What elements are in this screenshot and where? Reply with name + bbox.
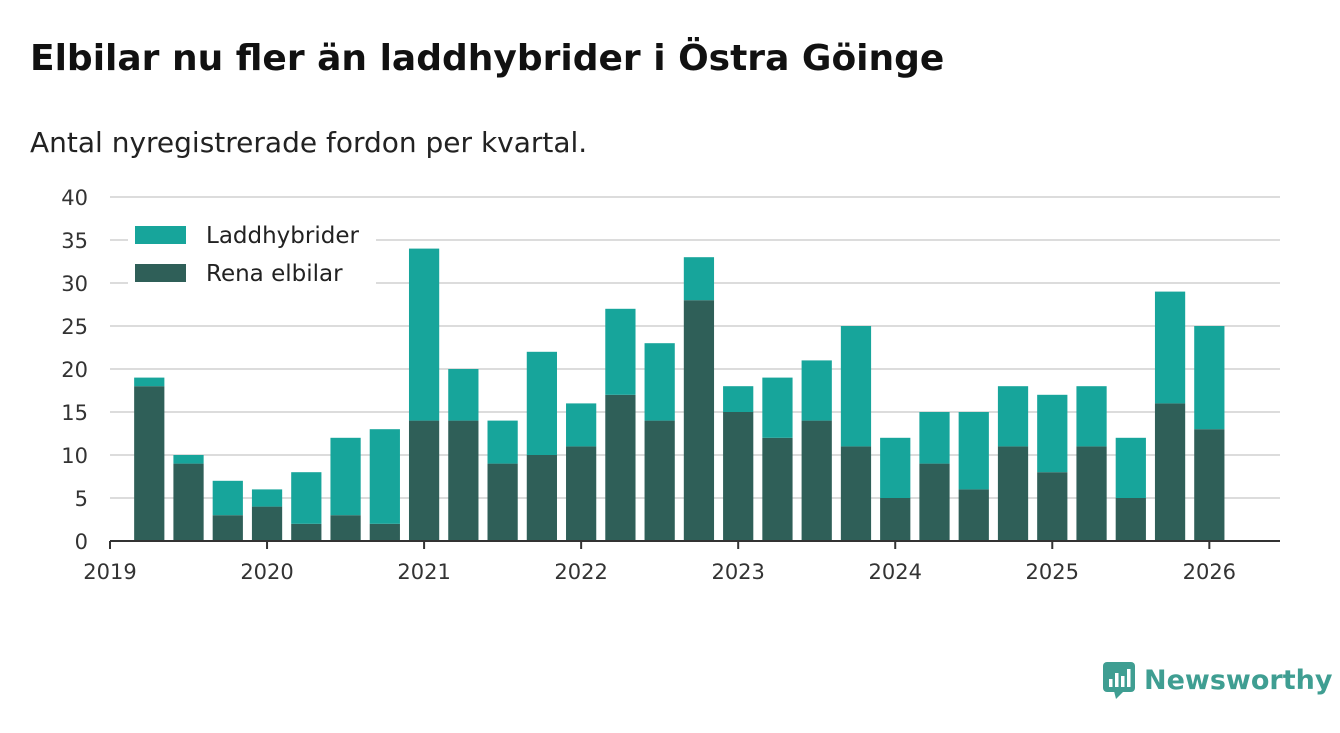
- bar-laddhybrider-2022-Q4: [683, 257, 715, 301]
- bar-rena-elbilar-2020-Q3: [330, 515, 361, 541]
- newsworthy-brand: Newsworthy: [1102, 660, 1332, 700]
- bar-laddhybrider-2019-Q3: [173, 455, 204, 464]
- bar-rena-elbilar-2022-Q4: [683, 300, 715, 541]
- y-tick-label-20: 20: [61, 358, 88, 382]
- y-tick-label-5: 5: [75, 487, 88, 511]
- bar-rena-elbilar-2025-Q3: [1115, 498, 1146, 541]
- bar-laddhybrider-2025-Q4: [1154, 291, 1186, 404]
- bar-laddhybrider-2024-Q1: [880, 437, 911, 498]
- bar-rena-elbilar-2021-Q1: [408, 420, 440, 541]
- bar-laddhybrider-2021-Q3: [487, 420, 518, 464]
- chart-subtitle: Antal nyregistrerade fordon per kvartal.: [30, 126, 588, 159]
- bar-rena-elbilar-2023-Q2: [762, 437, 793, 541]
- y-tick-label-30: 30: [61, 272, 88, 296]
- legend-label-rena-elbilar: Rena elbilar: [206, 261, 343, 287]
- bar-laddhybrider-2023-Q4: [840, 326, 872, 447]
- bar-laddhybrider-2025-Q1: [1037, 394, 1068, 473]
- bar-rena-elbilar-2021-Q4: [526, 455, 557, 541]
- bar-laddhybrider-2023-Q3: [801, 360, 832, 421]
- y-tick-label-40: 40: [61, 186, 88, 210]
- x-tick-label-2020: 2020: [240, 560, 293, 584]
- bar-laddhybrider-2021-Q1: [408, 248, 440, 421]
- bar-laddhybrider-2021-Q4: [526, 351, 557, 455]
- bar-rena-elbilar-2021-Q2: [448, 420, 479, 541]
- chart-title: Elbilar nu fler än laddhybrider i Östra …: [30, 38, 945, 79]
- bar-laddhybrider-2023-Q2: [762, 377, 793, 438]
- bar-rena-elbilar-2021-Q3: [487, 463, 518, 541]
- legend: Laddhybrider Rena elbilar: [128, 214, 376, 287]
- x-tick-label-2025: 2025: [1026, 560, 1079, 584]
- bar-laddhybrider-2020-Q1: [251, 489, 283, 507]
- bar-rena-elbilar-2020-Q2: [291, 523, 322, 541]
- bar-rena-elbilar-2024-Q4: [997, 446, 1029, 541]
- bar-rena-elbilar-2020-Q4: [369, 523, 400, 541]
- bar-laddhybrider-2019-Q4: [212, 480, 243, 516]
- bar-laddhybrider-2021-Q2: [448, 369, 479, 421]
- bar-rena-elbilar-2025-Q1: [1037, 472, 1068, 541]
- bar-laddhybrider-2026-Q1: [1194, 326, 1225, 430]
- bar-rena-elbilar-2026-Q1: [1194, 429, 1225, 541]
- bar-laddhybrider-2023-Q1: [723, 386, 754, 412]
- bar-laddhybrider-2024-Q3: [958, 412, 989, 490]
- bar-laddhybrider-2020-Q2: [291, 472, 322, 524]
- bar-laddhybrider-2025-Q2: [1076, 386, 1107, 447]
- bar-rena-elbilar-2022-Q3: [644, 420, 675, 541]
- bar-rena-elbilar-2019-Q2: [134, 386, 165, 541]
- bar-laddhybrider-2020-Q3: [330, 437, 361, 516]
- bar-rena-elbilar-2024-Q1: [880, 498, 911, 541]
- bar-rena-elbilar-2024-Q2: [919, 463, 950, 541]
- x-tick-label-2022: 2022: [554, 560, 607, 584]
- bar-laddhybrider-2022-Q1: [566, 403, 597, 447]
- bar-rena-elbilar-2024-Q3: [958, 489, 989, 541]
- y-tick-label-15: 15: [61, 401, 88, 425]
- bar-rena-elbilar-2023-Q1: [723, 412, 754, 541]
- x-tick-label-2024: 2024: [869, 560, 922, 584]
- x-tick-label-2023: 2023: [711, 560, 764, 584]
- bar-laddhybrider-2024-Q2: [919, 412, 950, 464]
- x-tick-label-2019: 2019: [83, 560, 136, 584]
- brand-name: Newsworthy: [1144, 664, 1333, 696]
- bar-rena-elbilar-2025-Q2: [1076, 446, 1107, 541]
- bar-rena-elbilar-2019-Q4: [212, 515, 243, 541]
- bar-rena-elbilar-2022-Q1: [566, 446, 597, 541]
- y-tick-label-10: 10: [61, 444, 88, 468]
- bar-laddhybrider-2020-Q4: [369, 429, 400, 524]
- bar-rena-elbilar-2023-Q4: [840, 446, 872, 541]
- bar-laddhybrider-2019-Q2: [134, 377, 165, 387]
- newsworthy-logo-icon: [1103, 662, 1135, 699]
- bar-laddhybrider-2025-Q3: [1115, 437, 1146, 498]
- y-tick-label-35: 35: [61, 229, 88, 253]
- x-tick-label-2026: 2026: [1183, 560, 1236, 584]
- legend-swatch-rena-elbilar: [135, 264, 186, 282]
- bar-rena-elbilar-2022-Q2: [605, 394, 636, 541]
- bar-rena-elbilar-2019-Q3: [173, 463, 204, 541]
- bar-laddhybrider-2022-Q3: [644, 343, 675, 421]
- y-tick-label-25: 25: [61, 315, 88, 339]
- bar-rena-elbilar-2020-Q1: [251, 506, 283, 541]
- bar-laddhybrider-2022-Q2: [605, 308, 636, 395]
- bar-laddhybrider-2024-Q4: [997, 386, 1029, 447]
- legend-swatch-laddhybrider: [135, 226, 186, 244]
- bars: [134, 248, 1225, 541]
- legend-label-laddhybrider: Laddhybrider: [206, 223, 359, 249]
- y-tick-label-0: 0: [75, 530, 88, 554]
- bar-rena-elbilar-2023-Q3: [801, 420, 832, 541]
- bar-rena-elbilar-2025-Q4: [1154, 403, 1186, 541]
- x-tick-label-2021: 2021: [397, 560, 450, 584]
